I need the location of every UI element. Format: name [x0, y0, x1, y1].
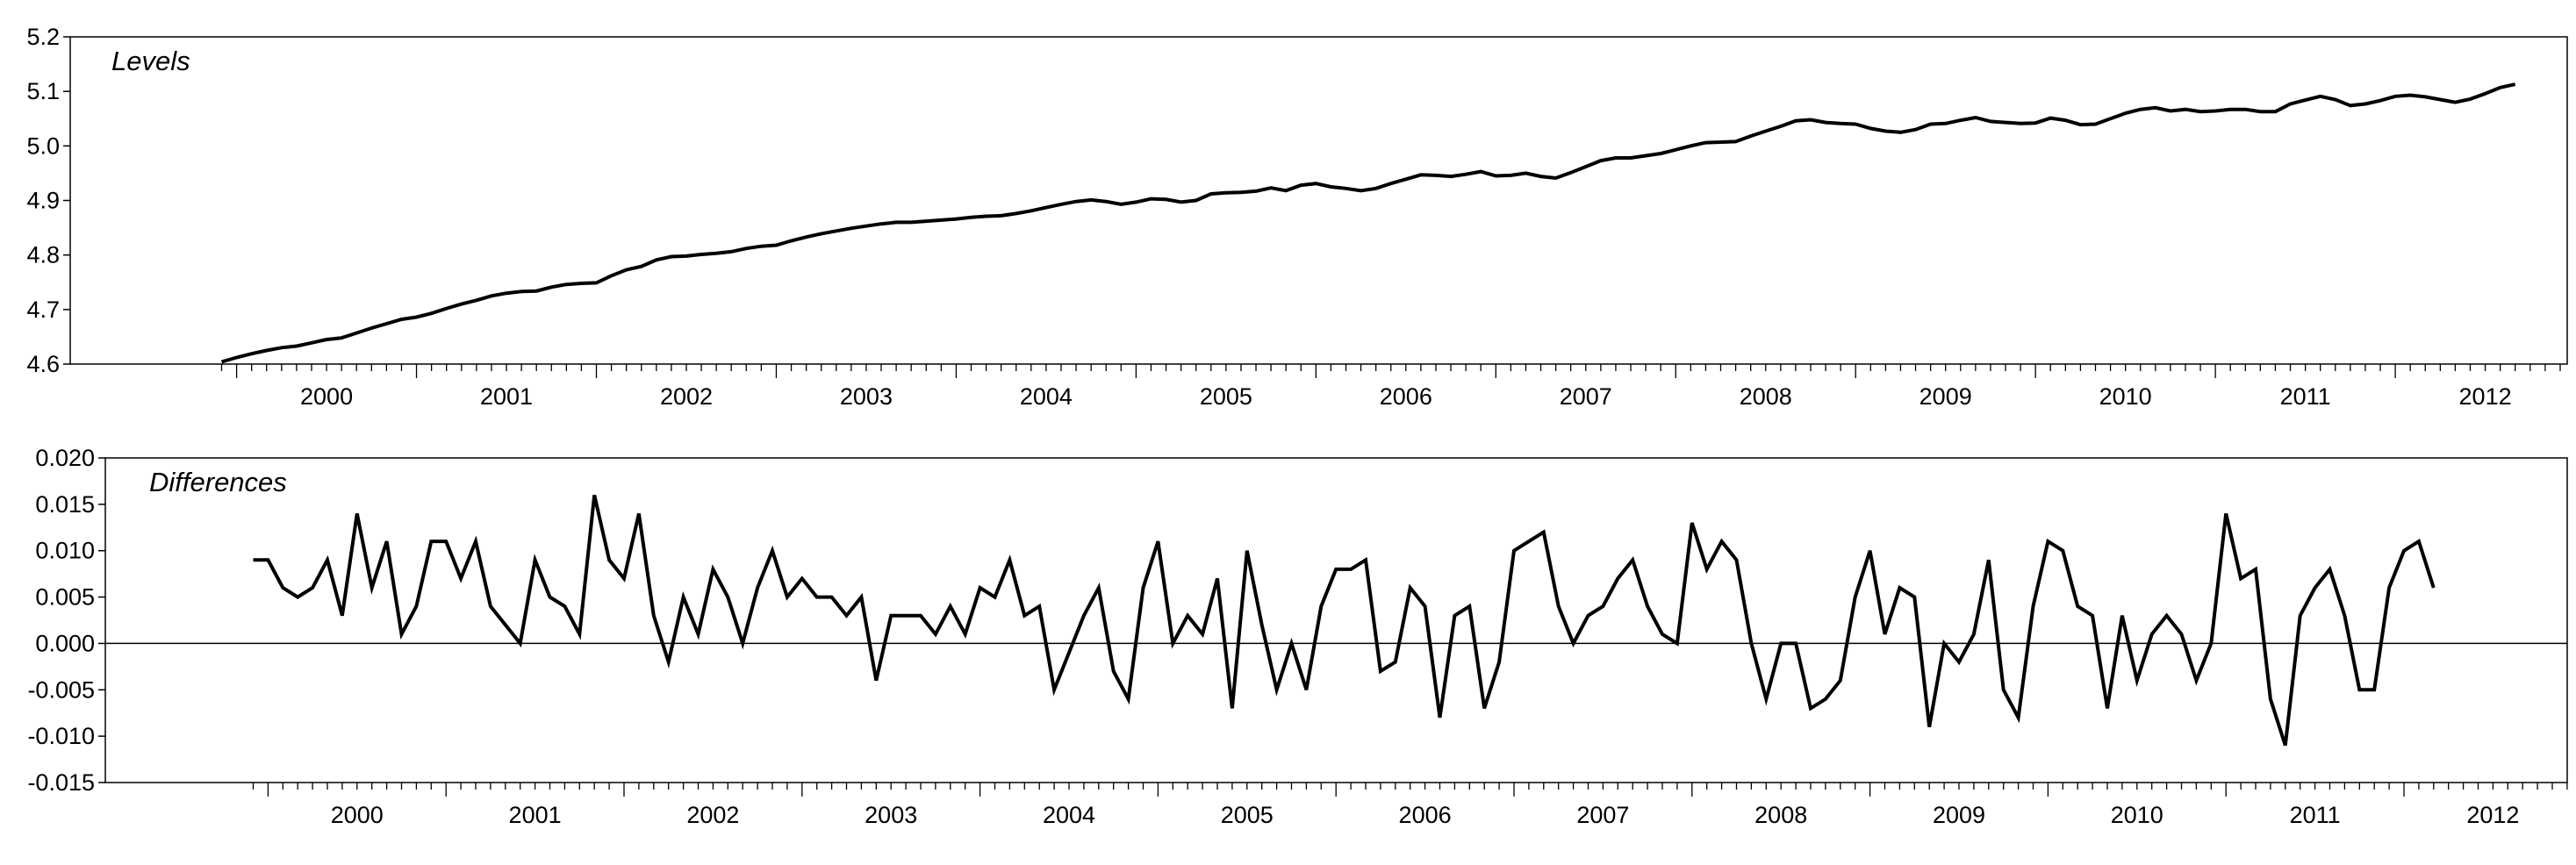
x-tick-label: 2004 [1043, 802, 1095, 828]
x-tick-label: 2008 [1740, 383, 1792, 410]
x-tick-label: 2001 [480, 383, 533, 410]
chart-title: Differences [149, 467, 287, 497]
x-tick-label: 2009 [1933, 802, 1985, 828]
plot-frame [69, 36, 2568, 365]
x-tick-label: 2000 [300, 383, 353, 410]
x-tick-label: 2005 [1200, 383, 1252, 410]
x-tick-label: 2012 [2466, 802, 2519, 828]
y-tick-label: 0.010 [35, 538, 95, 564]
y-tick-label: -0.010 [27, 723, 95, 749]
x-tick-label: 2005 [1221, 802, 1274, 828]
x-tick-label: 2001 [509, 802, 562, 828]
chart-panel-1: 4.6 4.7 4.8 4.9 5.0 5.1 5.2 2000 2001 2002 2003 200… [26, 24, 2568, 410]
x-tick-label: 2000 [331, 802, 384, 828]
x-tick-label: 2008 [1754, 802, 1807, 828]
y-tick-label: 4.6 [26, 351, 60, 377]
y-tick-label: 0.015 [35, 491, 95, 518]
x-tick-label: 2012 [2459, 383, 2512, 410]
y-tick-label: 0.020 [35, 445, 95, 471]
x-tick-label: 2002 [660, 383, 713, 410]
x-tick-label: 2006 [1399, 802, 1452, 828]
y-tick-label: 5.0 [26, 132, 60, 159]
y-tick-label: -0.015 [27, 769, 95, 796]
x-tick-label: 2009 [1919, 383, 1972, 410]
y-tick-label: 0.000 [35, 630, 95, 656]
y-tick-label: 0.005 [35, 584, 95, 611]
chart-title: Levels [111, 46, 190, 76]
y-tick-label: 4.7 [26, 297, 60, 323]
x-tick-label: 2007 [1576, 802, 1629, 828]
series-line [220, 82, 2516, 364]
y-tick-label: -0.005 [27, 676, 95, 703]
x-tick-label: 2006 [1380, 383, 1432, 410]
chart-panel-2: -0.015 -0.010 -0.005 0.000 0.005 0.010 0.015 0.… [27, 445, 2568, 828]
x-tick-label: 2010 [2111, 802, 2163, 828]
y-tick-label: 4.8 [26, 242, 60, 268]
x-tick-label: 2011 [2280, 383, 2331, 410]
x-tick-label: 2004 [1020, 383, 1073, 410]
y-tick-label: 5.1 [26, 78, 60, 104]
x-tick-label: 2003 [840, 383, 893, 410]
series-line [253, 494, 2436, 747]
x-tick-label: 2011 [2290, 802, 2341, 828]
x-tick-label: 2003 [865, 802, 917, 828]
x-tick-label: 2002 [686, 802, 739, 828]
x-tick-label: 2010 [2099, 383, 2152, 410]
plot-frame [104, 457, 2568, 783]
y-tick-label: 5.2 [26, 24, 60, 50]
y-tick-label: 4.9 [26, 188, 60, 214]
x-tick-label: 2007 [1560, 383, 1612, 410]
